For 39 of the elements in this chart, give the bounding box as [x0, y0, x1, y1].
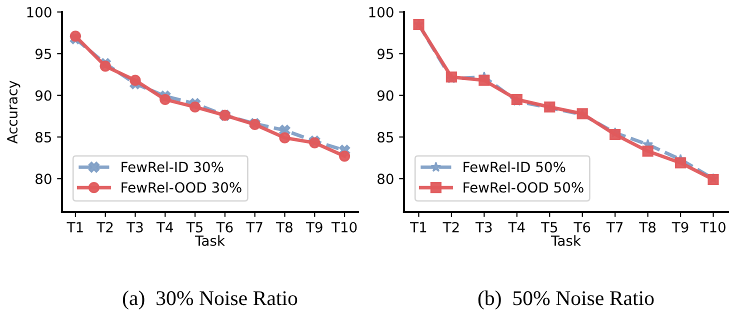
x-tick-label: T4: [156, 222, 174, 232]
x-axis-title: Task: [194, 235, 225, 246]
x-tick-label: T9: [672, 222, 688, 232]
text: (b) 50% Noise Ratio: [478, 290, 654, 310]
x-tick-label: T5: [540, 222, 558, 232]
x-tick-label: T2: [96, 222, 113, 232]
x-tick-label: T9: [306, 222, 322, 232]
x-tick-label: T8: [639, 222, 656, 232]
y-tick-label: 100: [369, 6, 394, 18]
x-tick-label: T5: [186, 222, 202, 232]
x-tick-label: T2: [442, 222, 459, 232]
legend-label: FewRel-ID 50%: [464, 162, 566, 172]
y-tick-label: 95: [377, 48, 394, 60]
y-tick-label: 95: [35, 48, 52, 60]
x-tick-label: T8: [276, 222, 292, 232]
y-tick-label: 90: [35, 90, 52, 101]
y-tick-label: 80: [36, 174, 52, 184]
x-tick-label: T6: [574, 222, 590, 232]
x-axis-title: Task: [550, 235, 581, 246]
x-tick-label: T4: [508, 222, 525, 232]
x-tick-label: T1: [66, 222, 83, 232]
x-tick-label: T6: [216, 222, 233, 232]
text: (a) 30% Noise Ratio: [122, 290, 298, 310]
legend-label: FewRel-OOD 30%: [122, 182, 242, 193]
x-tick-label: T7: [246, 222, 262, 232]
x-tick-label: T7: [606, 222, 623, 232]
x-tick-label: T1: [410, 222, 426, 232]
y-tick-label: 85: [378, 132, 394, 142]
legend-label: FewRel-ID 30%: [122, 162, 224, 172]
y-tick-label: 90: [377, 90, 394, 101]
x-tick-label: T10: [331, 222, 357, 232]
y-tick-label: 80: [378, 174, 394, 184]
x-tick-label: T10: [700, 222, 726, 232]
y-tick-label: 100: [27, 6, 52, 18]
y-tick-label: 85: [36, 132, 52, 142]
legend-label: FewRel-OOD 50%: [464, 182, 584, 193]
x-tick-label: T3: [475, 222, 492, 232]
y-axis-title: Accuracy: [7, 80, 20, 144]
x-tick-label: T3: [126, 222, 143, 232]
